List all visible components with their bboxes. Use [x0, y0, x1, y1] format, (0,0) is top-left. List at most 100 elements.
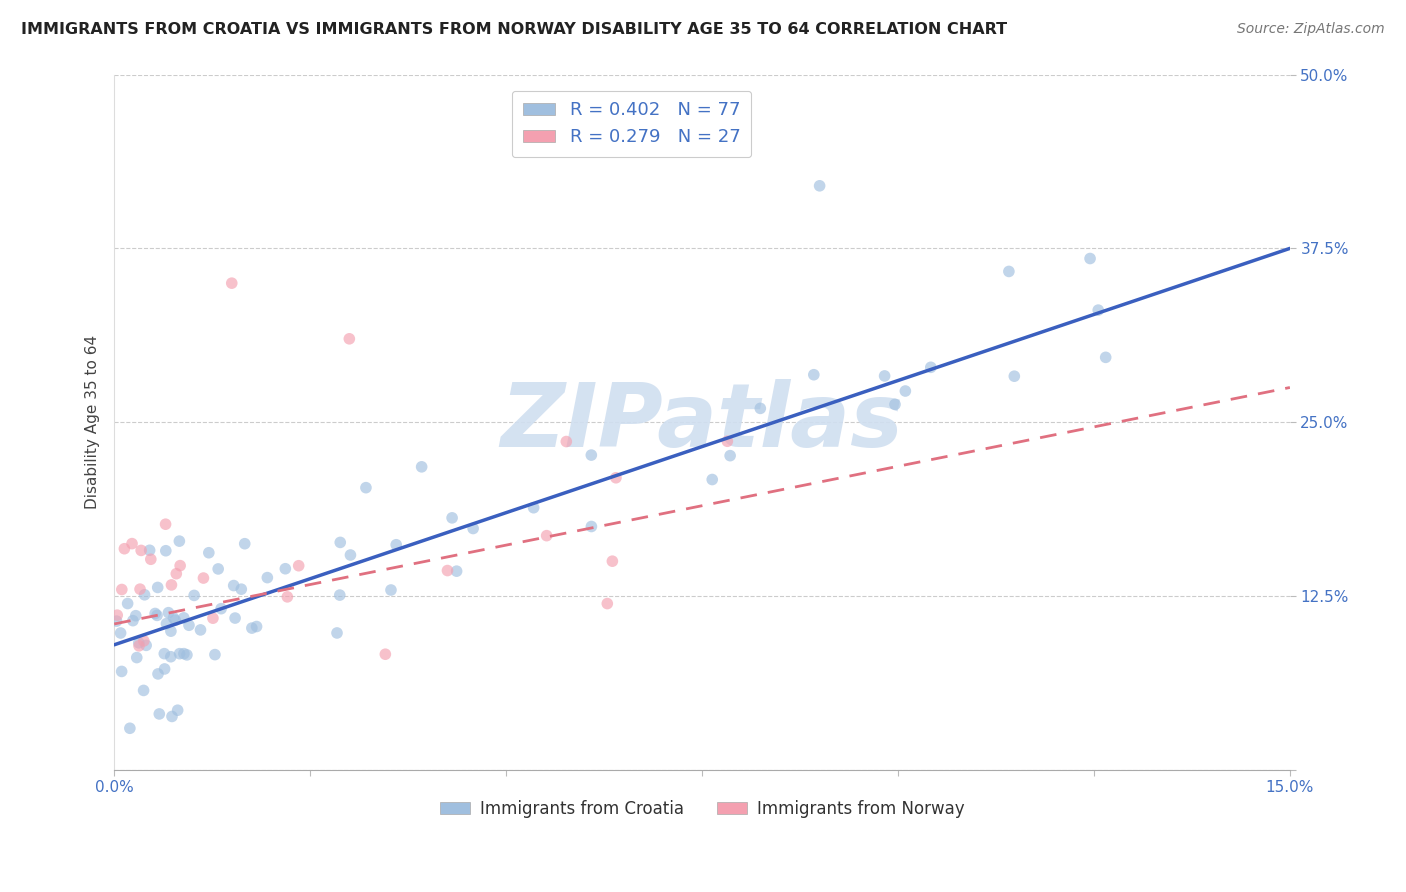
Point: [143, 607, 166, 621]
Point: [146, 581, 169, 595]
Point: [803, 368, 825, 382]
Point: [155, 616, 177, 631]
Point: [176, 648, 198, 662]
Point: [111, 665, 134, 679]
Point: [190, 623, 212, 637]
Point: [198, 546, 221, 560]
Point: [125, 650, 148, 665]
Point: [749, 401, 772, 416]
Point: [155, 517, 177, 532]
Point: [201, 611, 224, 625]
Point: [240, 621, 263, 635]
Point: [256, 571, 278, 585]
Point: [160, 624, 183, 639]
Text: ZIPatlas: ZIPatlas: [501, 379, 904, 466]
Point: [523, 500, 546, 515]
Point: [276, 590, 298, 604]
Point: [169, 647, 191, 661]
Point: [207, 562, 229, 576]
Point: [808, 178, 831, 193]
Point: [135, 638, 157, 652]
Point: [173, 611, 195, 625]
Point: [354, 481, 377, 495]
Point: [596, 597, 619, 611]
Point: [204, 648, 226, 662]
Point: [411, 459, 433, 474]
Point: [716, 434, 738, 449]
Point: [146, 667, 169, 681]
Point: [718, 449, 741, 463]
Point: [111, 582, 134, 597]
Point: [581, 519, 603, 533]
Point: [339, 548, 361, 562]
Point: [873, 368, 896, 383]
Point: [159, 649, 181, 664]
Point: [274, 562, 297, 576]
Point: [125, 608, 148, 623]
Point: [129, 582, 152, 596]
Point: [209, 601, 232, 615]
Point: [153, 662, 176, 676]
Point: [329, 588, 352, 602]
Point: [441, 511, 464, 525]
Point: [224, 611, 246, 625]
Point: [165, 566, 187, 581]
Point: [155, 543, 177, 558]
Point: [112, 541, 135, 556]
Point: [165, 613, 187, 627]
Point: [555, 434, 578, 449]
Point: [231, 582, 253, 597]
Point: [129, 543, 152, 558]
Point: [702, 473, 724, 487]
Point: [1094, 351, 1116, 365]
Point: [233, 537, 256, 551]
Point: [894, 384, 917, 398]
Point: [139, 552, 162, 566]
Point: [169, 534, 191, 549]
Point: [245, 619, 267, 633]
Point: [380, 582, 402, 597]
Point: [128, 636, 150, 650]
Point: [166, 703, 188, 717]
Point: [1087, 303, 1109, 318]
Point: [118, 721, 141, 735]
Point: [110, 626, 132, 640]
Point: [326, 626, 349, 640]
Text: Source: ZipAtlas.com: Source: ZipAtlas.com: [1237, 22, 1385, 37]
Point: [329, 535, 352, 549]
Point: [183, 588, 205, 602]
Point: [173, 647, 195, 661]
Point: [117, 597, 139, 611]
Point: [884, 397, 907, 411]
Point: [134, 588, 156, 602]
Point: [1078, 252, 1101, 266]
Point: [160, 709, 183, 723]
Point: [138, 543, 160, 558]
Point: [374, 647, 396, 661]
Point: [148, 706, 170, 721]
Point: [1002, 369, 1025, 384]
Point: [121, 536, 143, 550]
Point: [998, 264, 1021, 278]
Point: [177, 618, 200, 632]
Point: [581, 448, 603, 462]
Point: [157, 606, 180, 620]
Point: [222, 578, 245, 592]
Point: [221, 276, 243, 290]
Text: IMMIGRANTS FROM CROATIA VS IMMIGRANTS FROM NORWAY DISABILITY AGE 35 TO 64 CORREL: IMMIGRANTS FROM CROATIA VS IMMIGRANTS FR…: [21, 22, 1007, 37]
Point: [160, 578, 183, 592]
Point: [287, 558, 309, 573]
Point: [128, 639, 150, 653]
Point: [122, 614, 145, 628]
Point: [337, 332, 360, 346]
Y-axis label: Disability Age 35 to 64: Disability Age 35 to 64: [86, 335, 100, 509]
Point: [463, 521, 485, 535]
Point: [602, 554, 624, 568]
Point: [169, 558, 191, 573]
Point: [193, 571, 215, 585]
Point: [132, 634, 155, 648]
Point: [105, 608, 128, 623]
Point: [536, 529, 558, 543]
Point: [153, 647, 176, 661]
Legend: Immigrants from Croatia, Immigrants from Norway: Immigrants from Croatia, Immigrants from…: [433, 793, 972, 824]
